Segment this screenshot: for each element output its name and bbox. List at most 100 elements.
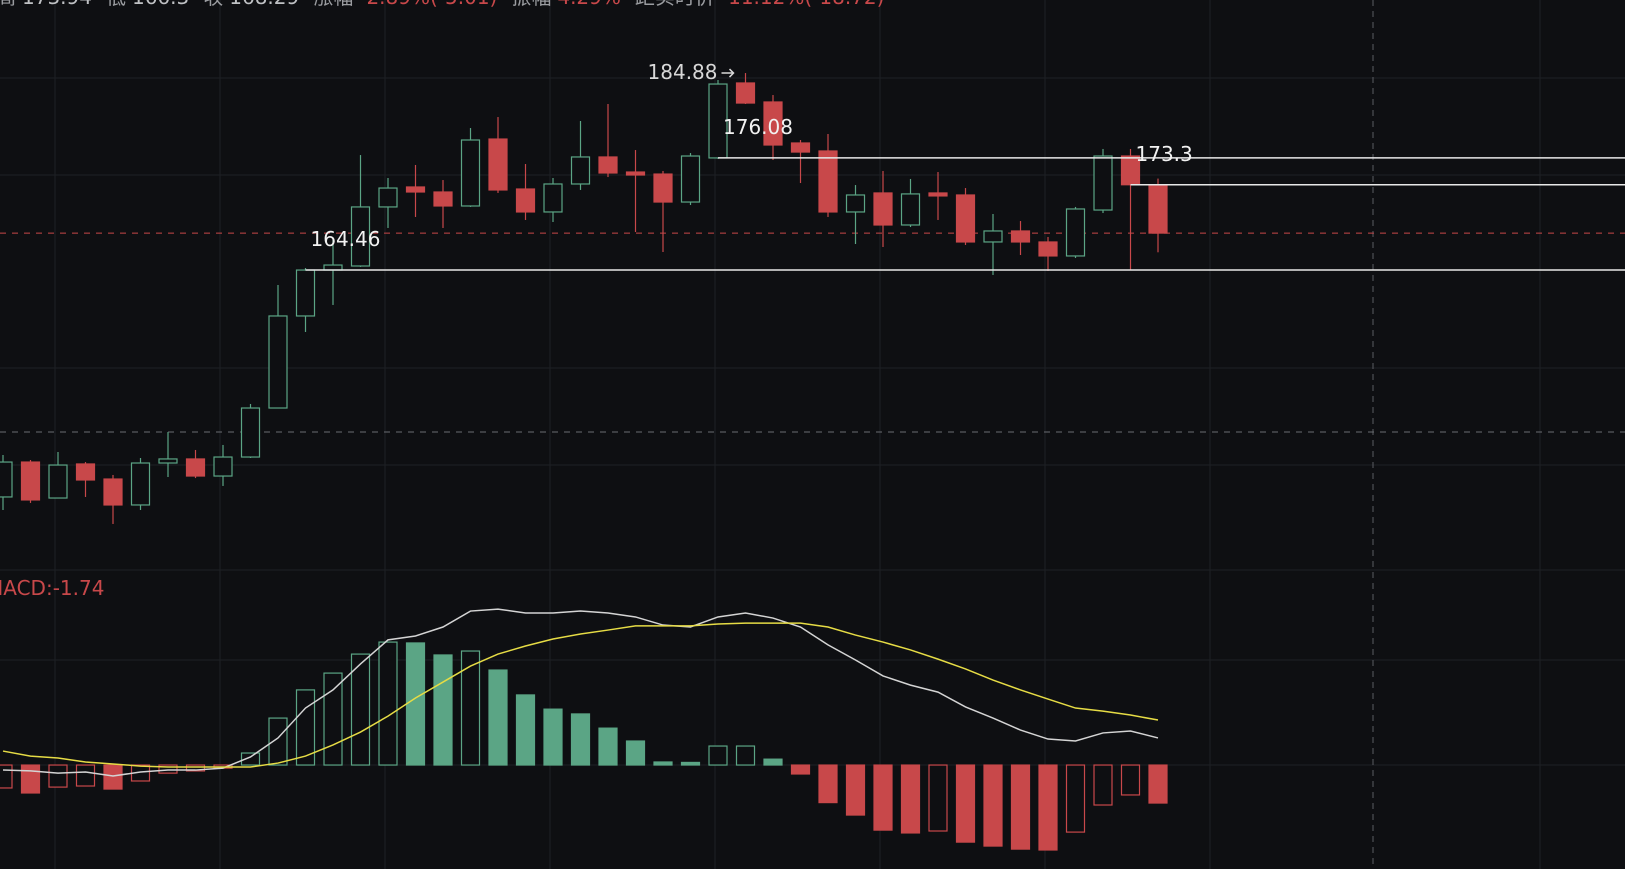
candle-body: [240, 407, 261, 458]
info-value: 166.3: [132, 0, 189, 9]
macd-bar: [488, 669, 508, 766]
macd-bar: [653, 761, 673, 766]
macd-bar: [1010, 764, 1031, 850]
candle-body: [955, 194, 976, 243]
candle-body: [900, 193, 921, 226]
macd-bar: [818, 764, 838, 804]
candle-body: [790, 142, 811, 153]
macd-bar: [1120, 764, 1141, 796]
macd-bar: [1093, 764, 1113, 806]
macd-bar: [763, 758, 783, 766]
candle-body: [295, 269, 316, 317]
candle-body: [625, 171, 646, 176]
macd-bar: [158, 764, 178, 774]
candle-body: [378, 187, 398, 208]
candle-body: [213, 456, 233, 477]
macd-bar: [570, 713, 591, 766]
candle-body: [598, 156, 618, 174]
macd-bar: [900, 764, 921, 834]
info-value: -11.12%(-18.72): [721, 0, 885, 9]
macd-bar: [735, 745, 756, 766]
info-value: 168.29: [229, 0, 299, 9]
macd-bar: [433, 654, 453, 766]
macd-bar: [515, 694, 536, 766]
candle-body: [928, 192, 948, 197]
macd-bar: [983, 764, 1003, 847]
candle-body: [103, 478, 123, 506]
candle-body: [405, 186, 426, 193]
macd-bar: [350, 653, 371, 766]
info-value: 4.29%: [557, 0, 621, 9]
candle-body: [680, 155, 701, 203]
macd-bar: [323, 672, 343, 766]
candle-body: [48, 464, 68, 499]
info-label: 低: [106, 0, 126, 9]
macd-bar: [598, 727, 618, 766]
info-value: 173.94: [22, 0, 92, 9]
macd-bar: [1065, 764, 1086, 833]
candle-body: [433, 191, 453, 207]
macd-bar: [790, 764, 811, 775]
candle-body: [75, 463, 96, 481]
macd-bar: [378, 641, 398, 766]
macd-label-name: MACD:: [0, 576, 53, 600]
macd-bar: [268, 717, 288, 766]
macd-bar: [75, 764, 96, 787]
macd-bar: [0, 764, 13, 789]
macd-bar: [48, 764, 68, 788]
macd-bar: [680, 761, 701, 766]
level-label: 164.46: [311, 227, 381, 251]
candle-body: [20, 461, 41, 501]
candle-body: [1093, 155, 1113, 211]
candle-body: [1038, 241, 1058, 257]
candle-body: [1065, 208, 1086, 257]
info-value: -2.89%(-5.01): [359, 0, 497, 9]
macd-bar: [955, 764, 976, 843]
candle-body: [515, 188, 536, 213]
candle-body: [763, 101, 783, 146]
macd-dea-line: [2, 622, 1159, 768]
macd-bar: [845, 764, 866, 816]
level-label: 176.08: [723, 115, 793, 139]
candle-body: [460, 139, 481, 207]
candle-body: [323, 264, 343, 271]
info-bar: 高 173.94 低 166.3 收 168.29 涨幅 -2.89%(-5.01) 振幅 4.2…: [0, 0, 884, 9]
max-high-label: 184.88: [648, 60, 718, 84]
candle-body: [983, 230, 1003, 243]
candle-body: [268, 315, 288, 409]
candle-body: [130, 462, 151, 506]
macd-label: MACD:-1.74: [0, 576, 104, 600]
macd-bar: [103, 764, 123, 790]
info-label: 高: [0, 0, 16, 9]
macd-bar: [295, 689, 316, 766]
macd-bar: [20, 764, 41, 794]
candle-body: [1010, 230, 1031, 243]
info-label: 收: [203, 0, 223, 9]
candle-body: [873, 192, 893, 226]
candle-body: [185, 458, 206, 477]
info-label: 涨幅: [313, 0, 353, 9]
candle-body: [158, 458, 178, 464]
candle-body: [543, 183, 563, 213]
macd-bar: [873, 764, 893, 831]
macd-bar: [708, 745, 728, 766]
macd-bar: [1148, 764, 1168, 804]
candle-body: [570, 156, 591, 185]
candle-body: [653, 173, 673, 203]
candle-body: [350, 206, 371, 267]
macd-label-value: -1.74: [53, 576, 105, 600]
macd-bar: [543, 708, 563, 766]
macd-bar: [928, 764, 948, 832]
macd-bar: [625, 740, 646, 766]
macd-bar: [185, 764, 206, 772]
candle-body: [845, 194, 866, 213]
macd-bar: [1038, 764, 1058, 851]
macd-bar: [405, 642, 426, 766]
candle-body: [818, 150, 838, 213]
info-label: 距实时价: [635, 0, 715, 9]
level-label: 173.3: [1136, 142, 1193, 166]
candle-body: [0, 461, 13, 498]
macd-bar: [240, 752, 261, 766]
